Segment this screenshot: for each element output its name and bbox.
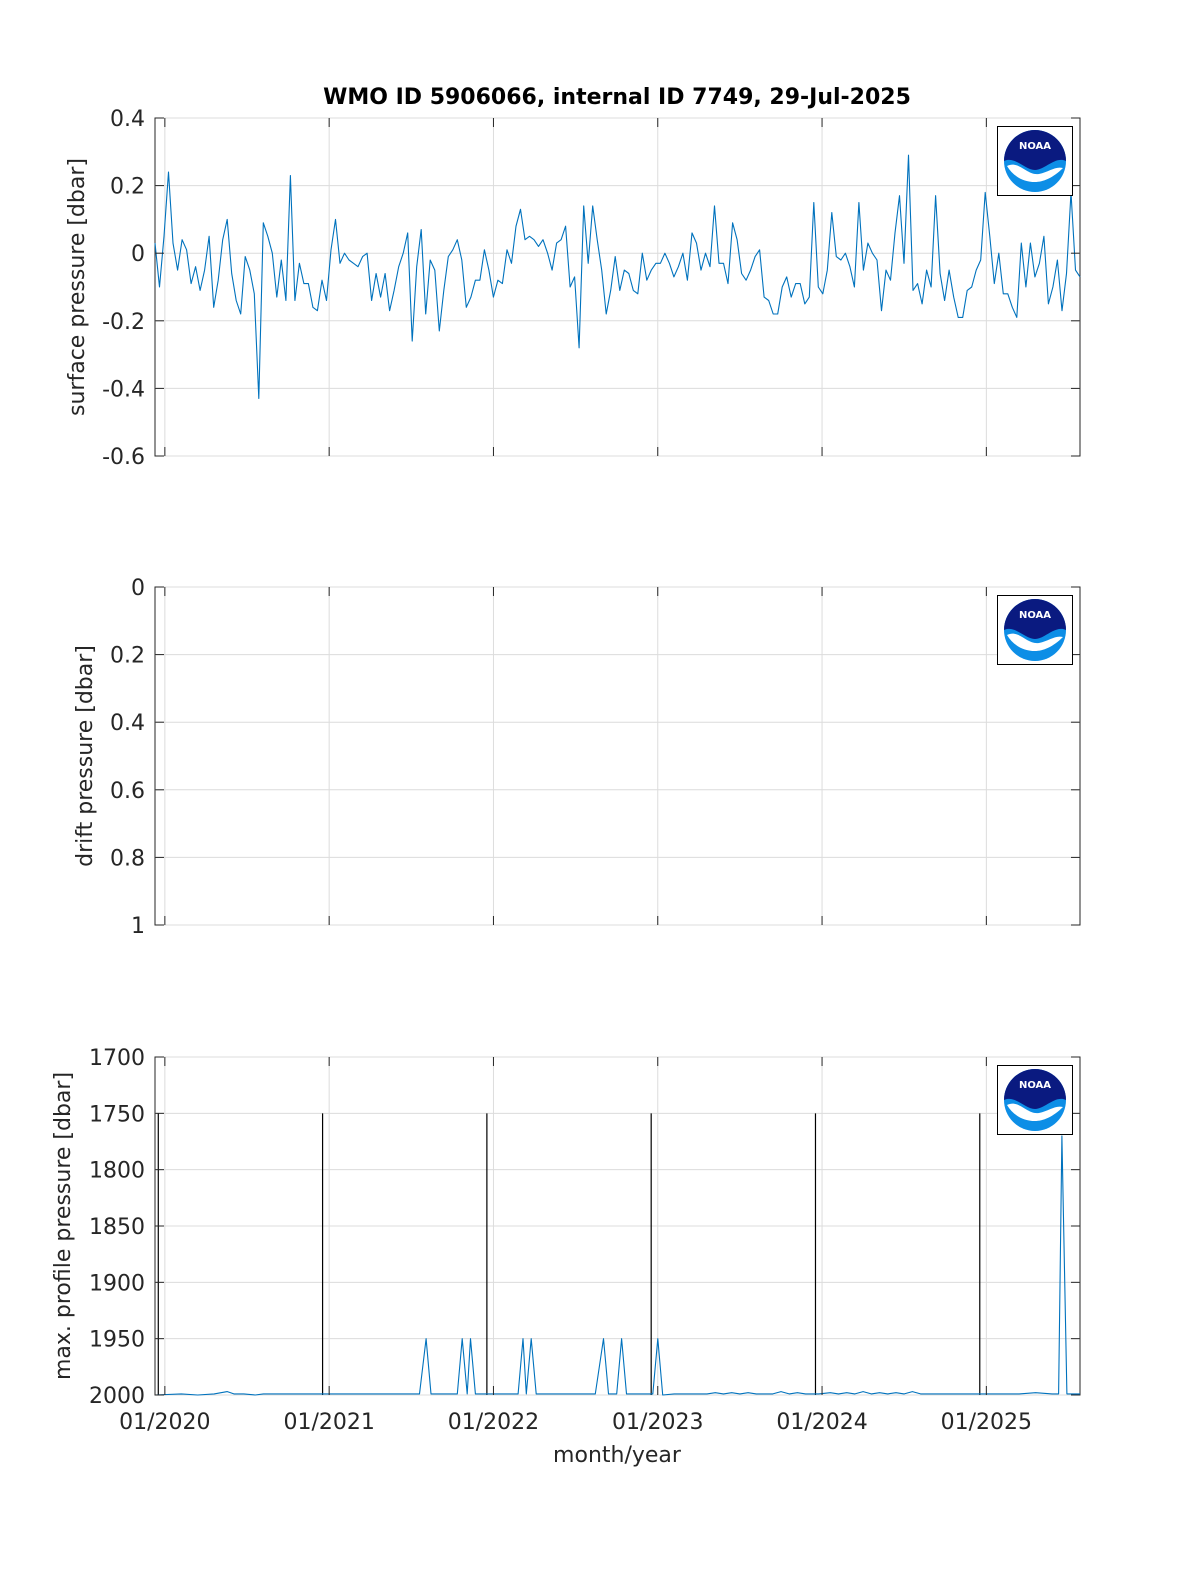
- noaa-logo-icon: [997, 595, 1073, 665]
- noaa-logo-icon: [997, 1065, 1073, 1135]
- y-axis-label-max-profile: max. profile pressure [dbar]: [51, 1072, 76, 1380]
- figure-title: WMO ID 5906066, internal ID 7749, 29-Jul…: [323, 85, 911, 110]
- plot-area-drift: [154, 586, 1081, 926]
- x-tick-label: 01/2022: [448, 1410, 539, 1435]
- x-tick-label: 01/2023: [612, 1410, 703, 1435]
- x-ticks-drift: [164, 587, 987, 925]
- y-tick-label: 1950: [89, 1328, 145, 1353]
- grid-drift: [155, 586, 1080, 926]
- x-ticks-max-profile: [164, 1057, 987, 1395]
- y-tick-label: 0.4: [110, 711, 145, 736]
- noaa-logo-icon: [997, 126, 1073, 196]
- plot-area-surface: [154, 117, 1081, 457]
- y-tick-label: -0.6: [102, 445, 145, 470]
- y-tick-label: 1750: [89, 1102, 145, 1127]
- x-ticks-surface: [164, 118, 987, 456]
- series-line: [154, 1135, 1080, 1396]
- y-tick-label: 0.2: [110, 644, 145, 669]
- y-tick-label: 0.2: [110, 175, 145, 200]
- series-max-profile: [154, 1135, 1080, 1396]
- y-axis-label-surface: surface pressure [dbar]: [65, 158, 90, 416]
- vlines-max-profile: [157, 1113, 981, 1395]
- grid-surface: [155, 117, 1080, 457]
- y-axis-label-drift: drift pressure [dbar]: [73, 645, 98, 867]
- y-tick-label: 0: [131, 242, 145, 267]
- y-tick-label: 1700: [89, 1046, 145, 1071]
- y-ticks-surface: 0.4 0.2 0 -0.2 -0.4 -0.6: [102, 107, 1080, 470]
- x-tick-labels: 01/2020 01/2021 01/2022 01/2023 01/2024 01/20…: [119, 1410, 1032, 1435]
- y-tick-label: -0.2: [102, 310, 145, 335]
- panel-surface-pressure: 0.4 0.2 0 -0.2 -0.4 -0.6 surface pressure [db…: [65, 107, 1081, 470]
- panel-max-profile-pressure: 1700 1750 1800 1850 1900 1950 2000 max. profil…: [51, 1046, 1081, 1409]
- x-axis-label: month/year: [553, 1443, 682, 1468]
- panel-drift-pressure: 0 0.2 0.4 0.6 0.8 1 drift pressure [dbar]: [73, 576, 1081, 939]
- x-tick-label: 01/2021: [283, 1410, 374, 1435]
- y-tick-label: 1850: [89, 1215, 145, 1240]
- x-tick-label: 01/2024: [776, 1410, 867, 1435]
- series-surface: [154, 154, 1081, 400]
- x-tick-label: 01/2025: [941, 1410, 1032, 1435]
- y-tick-label: 0.6: [110, 779, 145, 804]
- series-line: [154, 154, 1081, 400]
- y-tick-label: 1800: [89, 1159, 145, 1184]
- y-ticks-max-profile: 1700 1750 1800 1850 1900 1950 2000: [89, 1046, 1080, 1409]
- grid-max-profile: [155, 1056, 1080, 1396]
- y-tick-label: 0.4: [110, 107, 145, 132]
- x-tick-label: 01/2020: [119, 1410, 210, 1435]
- y-tick-label: 1: [131, 914, 145, 939]
- y-tick-label: 2000: [89, 1384, 145, 1409]
- y-tick-label: 1900: [89, 1271, 145, 1296]
- y-ticks-drift: 0 0.2 0.4 0.6 0.8 1: [110, 576, 1080, 939]
- y-tick-label: -0.4: [102, 377, 145, 402]
- y-tick-label: 0.8: [110, 846, 145, 871]
- y-tick-label: 0: [131, 576, 145, 601]
